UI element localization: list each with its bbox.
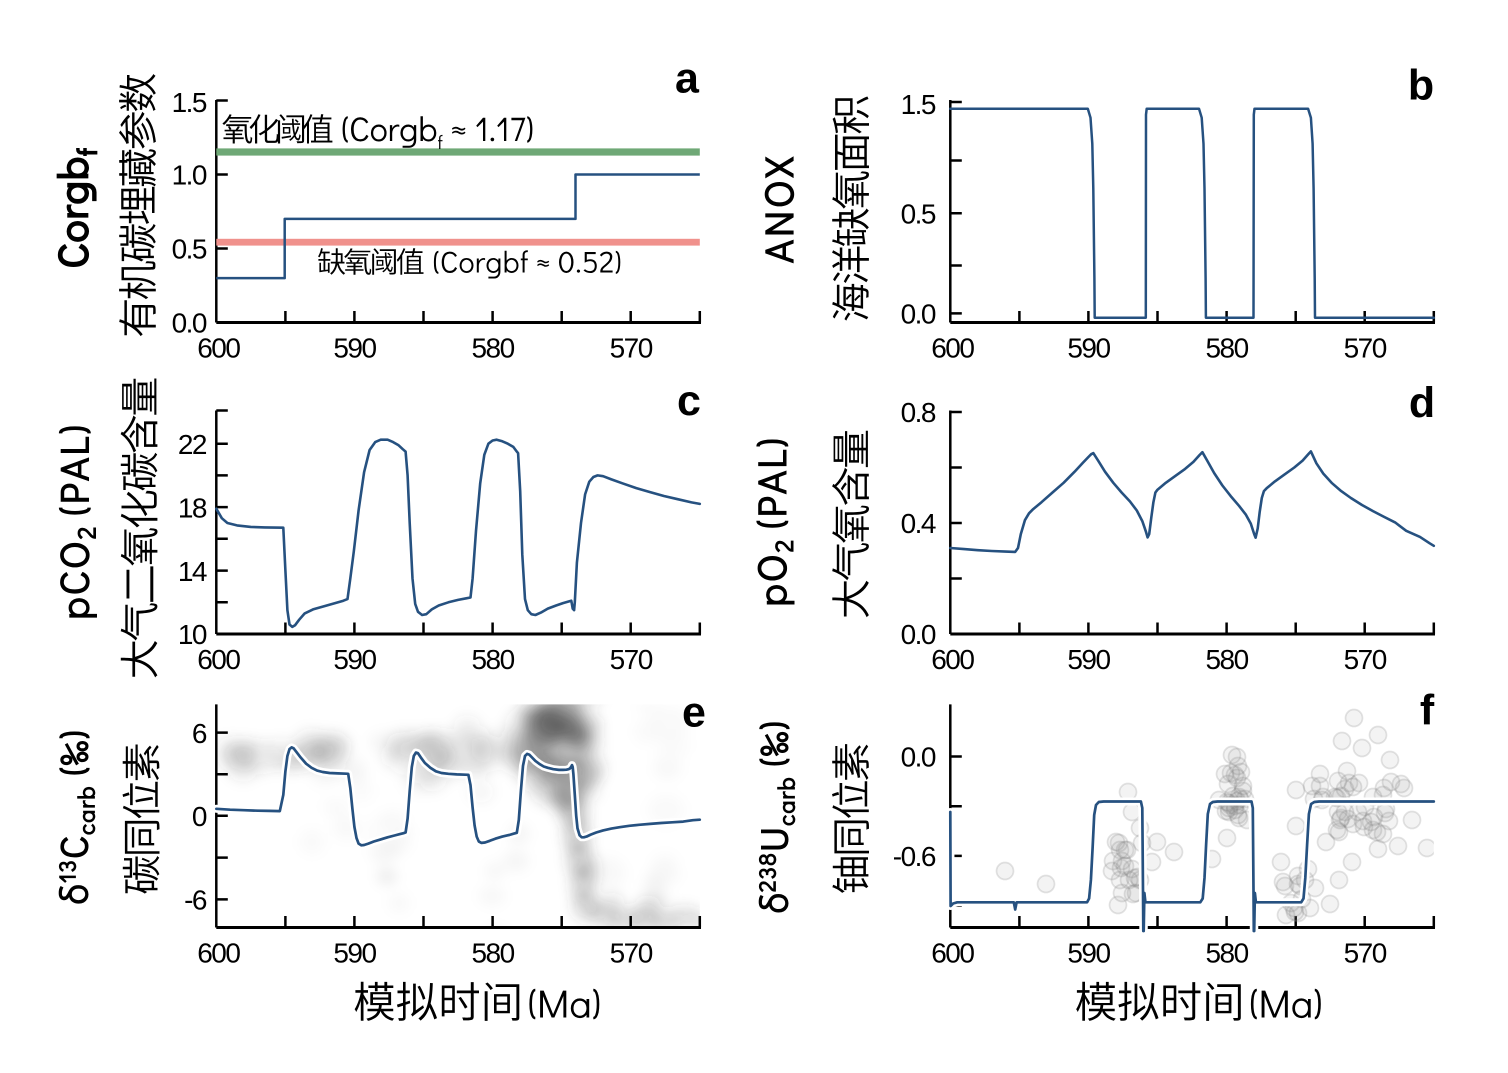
- svg-text:c: c: [677, 377, 701, 425]
- svg-text:10: 10: [178, 619, 207, 650]
- svg-text:b: b: [1408, 62, 1434, 110]
- svg-text:1.5: 1.5: [172, 87, 207, 118]
- svg-text:6: 6: [192, 718, 207, 749]
- svg-text:590: 590: [1067, 938, 1110, 969]
- svg-text:600: 600: [197, 938, 240, 969]
- svg-text:0.8: 0.8: [901, 397, 936, 428]
- svg-text:18: 18: [178, 492, 207, 523]
- svg-text:570: 570: [610, 644, 653, 675]
- svg-text:570: 570: [610, 333, 653, 364]
- svg-text:f: f: [1420, 687, 1435, 735]
- svg-text:570: 570: [1344, 644, 1387, 675]
- svg-text:1.0: 1.0: [172, 160, 207, 191]
- svg-text:d: d: [1409, 379, 1435, 427]
- svg-text:600: 600: [197, 644, 240, 675]
- svg-text:590: 590: [1067, 333, 1110, 364]
- svg-text:580: 580: [1205, 938, 1248, 969]
- svg-text:0.0: 0.0: [901, 742, 936, 773]
- svg-text:600: 600: [931, 333, 974, 364]
- svg-text:600: 600: [931, 938, 974, 969]
- svg-text:0: 0: [192, 801, 207, 832]
- svg-text:a: a: [675, 55, 700, 103]
- svg-text:0.0: 0.0: [901, 299, 936, 330]
- svg-text:0.5: 0.5: [901, 199, 936, 230]
- svg-text:-6: -6: [184, 885, 207, 916]
- svg-text:580: 580: [1205, 333, 1248, 364]
- svg-text:580: 580: [471, 938, 514, 969]
- svg-text:580: 580: [1205, 644, 1248, 675]
- svg-text:e: e: [682, 689, 706, 737]
- svg-text:570: 570: [610, 938, 653, 969]
- svg-text:-0.6: -0.6: [893, 841, 936, 872]
- svg-text:600: 600: [931, 644, 974, 675]
- svg-text:0.4: 0.4: [901, 508, 936, 539]
- svg-text:0.0: 0.0: [901, 619, 936, 650]
- svg-text:590: 590: [333, 333, 376, 364]
- svg-text:1.5: 1.5: [901, 89, 936, 120]
- svg-text:590: 590: [333, 938, 376, 969]
- svg-text:580: 580: [471, 644, 514, 675]
- svg-text:600: 600: [197, 333, 240, 364]
- svg-text:580: 580: [471, 333, 514, 364]
- svg-text:0.5: 0.5: [172, 234, 207, 265]
- svg-text:570: 570: [1344, 938, 1387, 969]
- svg-text:590: 590: [1067, 644, 1110, 675]
- svg-text:14: 14: [178, 556, 207, 587]
- svg-text:0.0: 0.0: [172, 308, 207, 339]
- svg-text:590: 590: [333, 644, 376, 675]
- svg-text:570: 570: [1344, 333, 1387, 364]
- svg-text:22: 22: [178, 429, 207, 460]
